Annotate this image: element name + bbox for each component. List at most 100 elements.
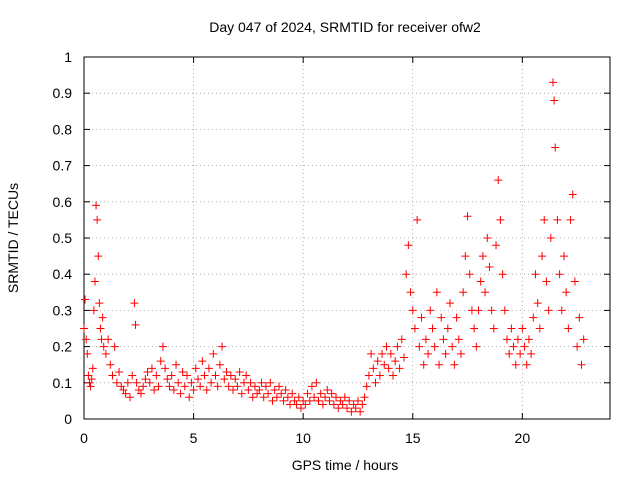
data-point [207,378,216,387]
data-point [191,364,200,373]
data-point [323,386,332,395]
y-tick-label: 0.4 [53,266,73,282]
data-point [98,313,107,322]
data-point [314,396,323,405]
data-point [229,386,238,395]
data-point [347,407,356,416]
x-tick-label: 10 [295,430,311,446]
data-point [187,378,196,387]
data-point [461,252,470,261]
data-point [329,400,338,409]
data-point [94,252,103,261]
y-tick-label: 0.6 [53,194,73,210]
data-point [386,349,395,358]
data-point [384,364,393,373]
data-point [443,324,452,333]
data-point [275,382,284,391]
data-point [119,386,128,395]
data-point [478,252,487,261]
data-point [430,342,439,351]
data-point [279,396,288,405]
data-point [334,404,343,413]
data-point [550,96,559,105]
tick-layer: 0 5 10 15 20 0 0.1 0.2 0.3 0.4 0.5 0.6 0.7 0.8 0.9 1 [53,49,610,446]
data-point [417,313,426,322]
data-point [456,349,465,358]
data-point [108,371,117,380]
data-point [579,335,588,344]
data-point [222,367,231,376]
data-point [520,342,529,351]
data-point [316,389,325,398]
data-point [121,389,130,398]
data-point [117,382,126,391]
data-point [424,349,433,358]
data-point [126,393,135,402]
data-point [189,386,198,395]
data-point [566,215,575,224]
data-point [476,277,485,286]
data-point [389,371,398,380]
data-point [577,360,586,369]
data-point [353,396,362,405]
y-tick-label: 0.7 [53,158,73,174]
data-point [419,360,428,369]
data-point [277,389,286,398]
data-point [564,324,573,333]
data-point [303,389,312,398]
data-point [310,393,319,402]
data-point [502,335,511,344]
data-point [185,393,194,402]
data-point [391,357,400,366]
data-point [410,324,419,333]
y-axis-label: SRMTID / TECUs [5,183,21,293]
data-point [507,324,516,333]
y-tick-label: 1 [64,49,72,65]
data-point [524,335,533,344]
data-point [570,277,579,286]
data-point [134,386,143,395]
data-point [307,382,316,391]
data-point [183,371,192,380]
data-point [406,288,415,297]
data-point [343,404,351,413]
data-point [106,360,115,369]
data-point [174,378,183,387]
data-point [301,400,310,409]
data-point [441,349,450,358]
data-point [84,371,93,380]
x-tick-label: 15 [405,430,421,446]
data-points [80,78,588,416]
y-tick-label: 0.5 [53,230,73,246]
data-point [356,407,365,416]
data-point [397,335,406,344]
data-point [136,389,145,398]
data-point [82,335,91,344]
data-point [362,382,371,391]
data-point [268,396,277,405]
data-point [485,262,494,271]
data-point [211,371,220,380]
data-point [86,382,95,391]
data-point [505,349,514,358]
data-point [294,393,303,402]
data-point [533,299,542,308]
data-point [296,404,305,413]
data-point [426,306,435,315]
data-point [145,378,154,387]
data-point [568,190,577,199]
x-tick-label: 20 [515,430,531,446]
data-point [402,270,411,279]
data-point [281,386,290,395]
data-point [380,360,389,369]
data-point [575,313,584,322]
data-point [218,342,227,351]
data-point [163,375,172,384]
data-point [327,389,336,398]
data-point [408,306,417,315]
data-point [546,234,555,242]
data-point [143,367,152,376]
data-point [237,389,246,398]
data-point [321,393,330,402]
data-point [371,378,380,387]
